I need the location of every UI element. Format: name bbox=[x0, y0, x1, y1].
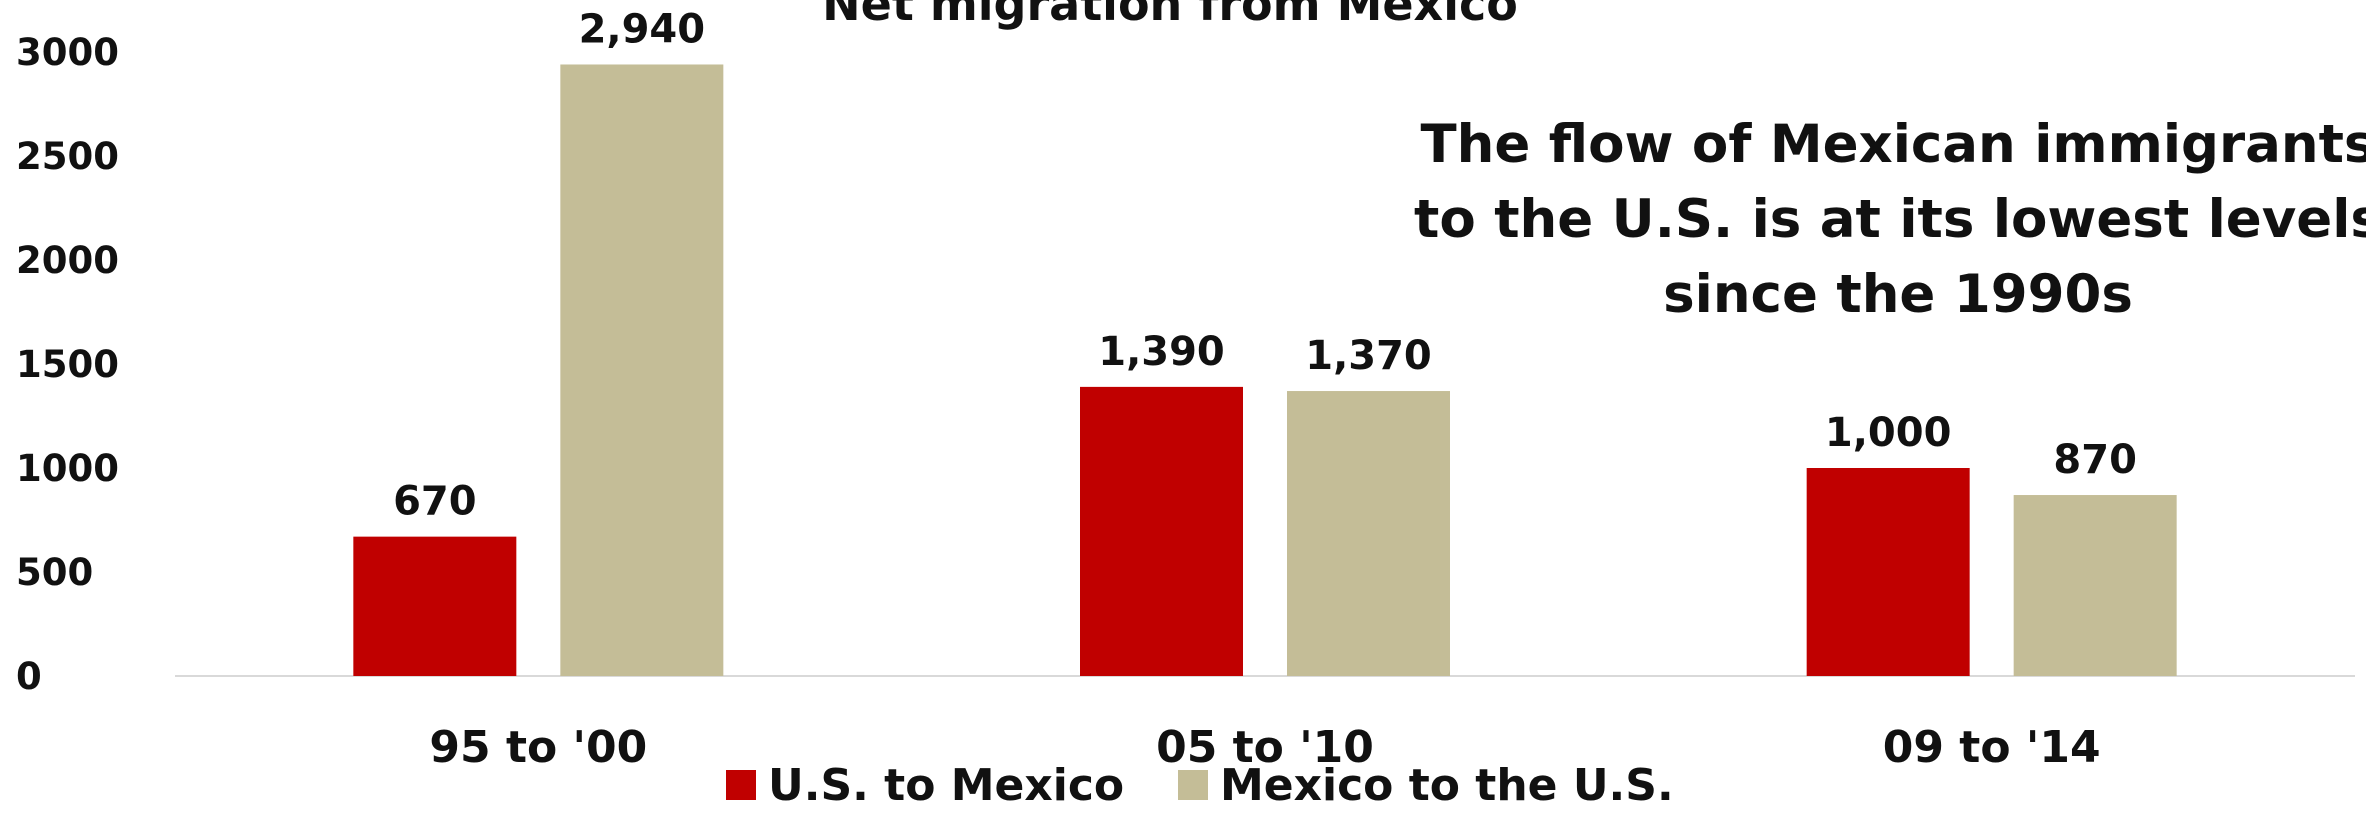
y-tick-label: 500 bbox=[16, 551, 93, 594]
data-label: 1,390 bbox=[1098, 329, 1225, 375]
bar-mexico-to-us bbox=[2013, 495, 2177, 676]
y-tick-label: 2500 bbox=[16, 135, 119, 178]
data-label: 870 bbox=[2053, 437, 2137, 483]
y-tick-label: 0 bbox=[16, 655, 42, 698]
annotation-line-3: since the 1990s bbox=[1663, 264, 2133, 325]
bar-us-to-mexico bbox=[353, 536, 517, 676]
x-tick-label: 95 to '00 bbox=[429, 722, 647, 773]
y-tick-label: 1000 bbox=[16, 447, 119, 490]
annotation-line-2: to the U.S. is at its lowest levels bbox=[1414, 189, 2366, 250]
legend-swatch bbox=[1178, 770, 1208, 800]
data-label: 1,000 bbox=[1825, 410, 1952, 456]
bar-mexico-to-us bbox=[560, 64, 724, 677]
legend-label: Mexico to the U.S. bbox=[1220, 760, 1674, 811]
data-label: 670 bbox=[393, 479, 477, 525]
bar-us-to-mexico bbox=[1806, 468, 1970, 676]
bars bbox=[353, 64, 2177, 677]
data-label: 2,940 bbox=[579, 6, 706, 52]
y-tick-label: 2000 bbox=[16, 239, 119, 282]
bar-us-to-mexico bbox=[1080, 386, 1243, 676]
legend: U.S. to Mexico Mexico to the U.S. bbox=[726, 760, 1674, 811]
y-axis: 0 500 1000 1500 2000 2500 3000 bbox=[16, 31, 119, 698]
bar-mexico-to-us bbox=[1287, 391, 1450, 676]
x-axis: 95 to '00 05 to '10 09 to '14 bbox=[429, 722, 2100, 773]
data-label: 1,370 bbox=[1305, 333, 1432, 379]
x-tick-label: 05 to '10 bbox=[1156, 722, 1374, 773]
chart-title: Net migration from Mexico bbox=[822, 0, 1518, 31]
data-labels: 670 2,940 1,390 1,370 1,000 870 bbox=[393, 6, 2137, 524]
y-tick-label: 1500 bbox=[16, 343, 119, 386]
legend-label: U.S. to Mexico bbox=[768, 760, 1124, 811]
y-tick-label: 3000 bbox=[16, 31, 119, 74]
legend-swatch bbox=[726, 770, 756, 800]
annotation-line-1: The flow of Mexican immigrants bbox=[1421, 114, 2366, 175]
x-tick-label: 09 to '14 bbox=[1883, 722, 2101, 773]
